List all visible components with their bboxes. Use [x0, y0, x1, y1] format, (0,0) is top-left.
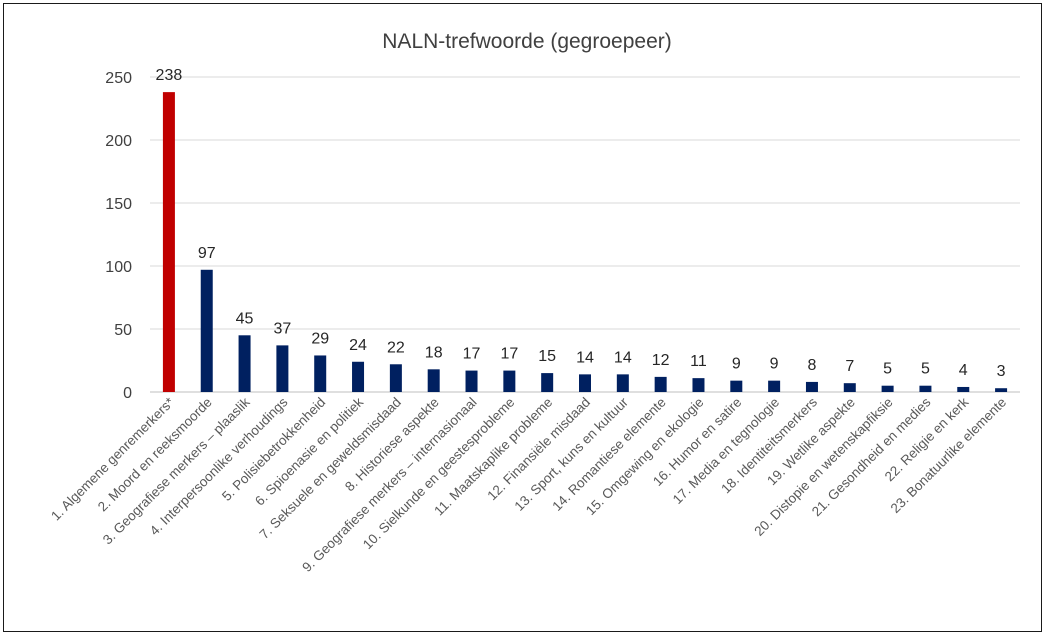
bar [389, 364, 402, 392]
bar [465, 370, 478, 392]
data-label: 22 [387, 339, 405, 356]
bar [162, 92, 175, 393]
bar [805, 381, 818, 392]
data-label: 29 [311, 330, 329, 347]
data-label: 17 [500, 346, 518, 363]
x-tick-label: 9. Geografiese merkers – internasionaal [299, 395, 479, 575]
data-label: 4 [959, 362, 968, 379]
data-label: 238 [156, 67, 183, 84]
chart-title: NALN-trefwoorde (gegroepeer) [382, 30, 671, 53]
data-label: 7 [845, 358, 854, 375]
x-tick-label: 20. Distopie en wetenskapfiksie [751, 395, 895, 539]
data-label: 15 [538, 348, 556, 365]
bar-chart: NALN-trefwoorde (gegroepeer) 0 50 100 150 20… [48, 30, 1020, 575]
data-label: 9 [770, 356, 779, 373]
bar [352, 361, 365, 392]
bar [427, 369, 440, 392]
y-tick-label: 50 [114, 322, 132, 339]
data-labels: 238 97 45 37 29 24 22 18 17 17 15 14 14 12 11 9 9 8 7 5 5 4 3 [156, 67, 1006, 380]
y-tick-label: 150 [105, 196, 132, 213]
data-label: 11 [690, 353, 707, 370]
bars [162, 92, 1008, 393]
x-tick-label: 4. Interpersoonlike verhoudings [147, 394, 291, 538]
bar [616, 374, 629, 392]
gridlines [150, 76, 1020, 393]
data-label: 8 [808, 357, 817, 374]
data-label: 3 [997, 363, 1006, 380]
bar [314, 355, 327, 392]
data-label: 18 [425, 344, 443, 361]
bar [768, 380, 781, 392]
y-axis-ticks: 0 50 100 150 200 250 [105, 70, 132, 402]
data-label: 45 [236, 310, 254, 327]
data-label: 5 [883, 361, 892, 378]
data-label: 17 [463, 346, 481, 363]
data-label: 37 [273, 320, 291, 337]
bar [919, 385, 932, 392]
data-label: 97 [198, 245, 216, 262]
bar [579, 374, 591, 392]
bar [541, 373, 554, 392]
bar [276, 345, 289, 392]
y-tick-label: 200 [105, 133, 132, 150]
data-label: 14 [614, 349, 632, 366]
bar [730, 380, 743, 392]
bar [995, 388, 1008, 392]
bar [843, 383, 856, 392]
data-label: 14 [576, 349, 594, 366]
data-label: 12 [652, 352, 670, 369]
x-axis-ticks: 1. Algemene genremerkers*2. Moord en ree… [48, 394, 1009, 575]
chart-frame: NALN-trefwoorde (gegroepeer) 0 50 100 150 20… [3, 3, 1042, 632]
bar [238, 335, 251, 392]
bar [881, 385, 894, 392]
bar [692, 378, 705, 392]
y-tick-label: 250 [105, 70, 132, 87]
bar [503, 370, 516, 392]
x-tick-label: 3. Geografiese merkers – plaaslik [100, 394, 253, 547]
bar [654, 376, 667, 392]
data-label: 9 [732, 356, 741, 373]
data-label: 24 [349, 337, 367, 354]
bar [200, 269, 213, 392]
data-label: 5 [921, 361, 930, 378]
y-tick-label: 0 [123, 385, 132, 402]
y-tick-label: 100 [105, 259, 132, 276]
bar [957, 386, 970, 392]
